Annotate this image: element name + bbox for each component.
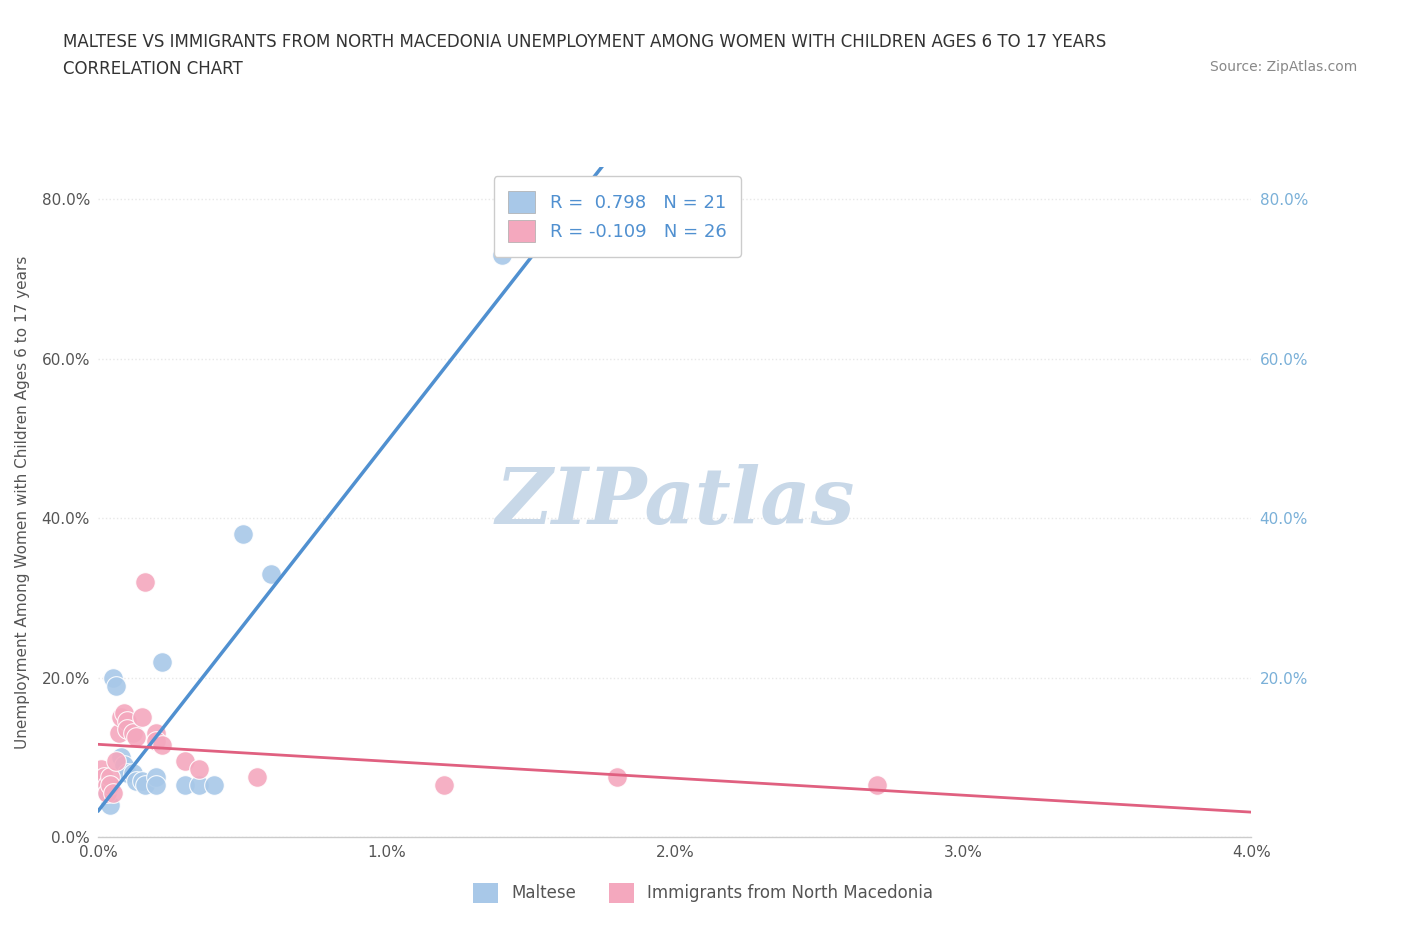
Point	[491, 247, 513, 262]
Point	[174, 777, 197, 792]
Text: CORRELATION CHART: CORRELATION CHART	[63, 60, 243, 78]
Point	[96, 786, 118, 801]
Point	[112, 758, 135, 773]
Point	[145, 777, 167, 792]
Point	[96, 786, 118, 801]
Point	[606, 770, 628, 785]
Point	[117, 765, 139, 780]
Point	[145, 770, 167, 785]
Point	[98, 777, 121, 792]
Point	[188, 762, 211, 777]
Text: MALTESE VS IMMIGRANTS FROM NORTH MACEDONIA UNEMPLOYMENT AMONG WOMEN WITH CHILDRE: MALTESE VS IMMIGRANTS FROM NORTH MACEDON…	[63, 33, 1107, 50]
Point	[112, 706, 135, 721]
Point	[145, 734, 167, 749]
Point	[246, 770, 269, 785]
Point	[101, 671, 124, 685]
Point	[125, 774, 148, 789]
Point	[110, 750, 132, 764]
Point	[104, 754, 127, 769]
Point	[93, 770, 115, 785]
Point	[98, 798, 121, 813]
Point	[122, 765, 145, 780]
Legend: Maltese, Immigrants from North Macedonia: Maltese, Immigrants from North Macedonia	[465, 876, 941, 910]
Point	[122, 726, 145, 741]
Y-axis label: Unemployment Among Women with Children Ages 6 to 17 years: Unemployment Among Women with Children A…	[15, 256, 31, 749]
Point	[104, 678, 127, 693]
Point	[96, 777, 118, 792]
Point	[101, 786, 124, 801]
Text: Source: ZipAtlas.com: Source: ZipAtlas.com	[1209, 60, 1357, 74]
Point	[150, 654, 173, 669]
Point	[866, 777, 889, 792]
Point	[134, 575, 156, 590]
Point	[110, 710, 132, 724]
Point	[117, 722, 139, 737]
Point	[125, 730, 148, 745]
Point	[188, 777, 211, 792]
Point	[98, 770, 121, 785]
Point	[131, 774, 153, 789]
Legend: R =  0.798   N = 21, R = -0.109   N = 26: R = 0.798 N = 21, R = -0.109 N = 26	[494, 177, 741, 257]
Point	[231, 526, 254, 541]
Point	[145, 726, 167, 741]
Point	[90, 762, 112, 777]
Point	[150, 737, 173, 752]
Point	[117, 714, 139, 729]
Point	[174, 754, 197, 769]
Point	[93, 777, 115, 792]
Point	[202, 777, 225, 792]
Point	[433, 777, 456, 792]
Text: ZIPatlas: ZIPatlas	[495, 464, 855, 540]
Point	[107, 726, 129, 741]
Point	[260, 566, 283, 581]
Point	[131, 710, 153, 724]
Point	[134, 777, 156, 792]
